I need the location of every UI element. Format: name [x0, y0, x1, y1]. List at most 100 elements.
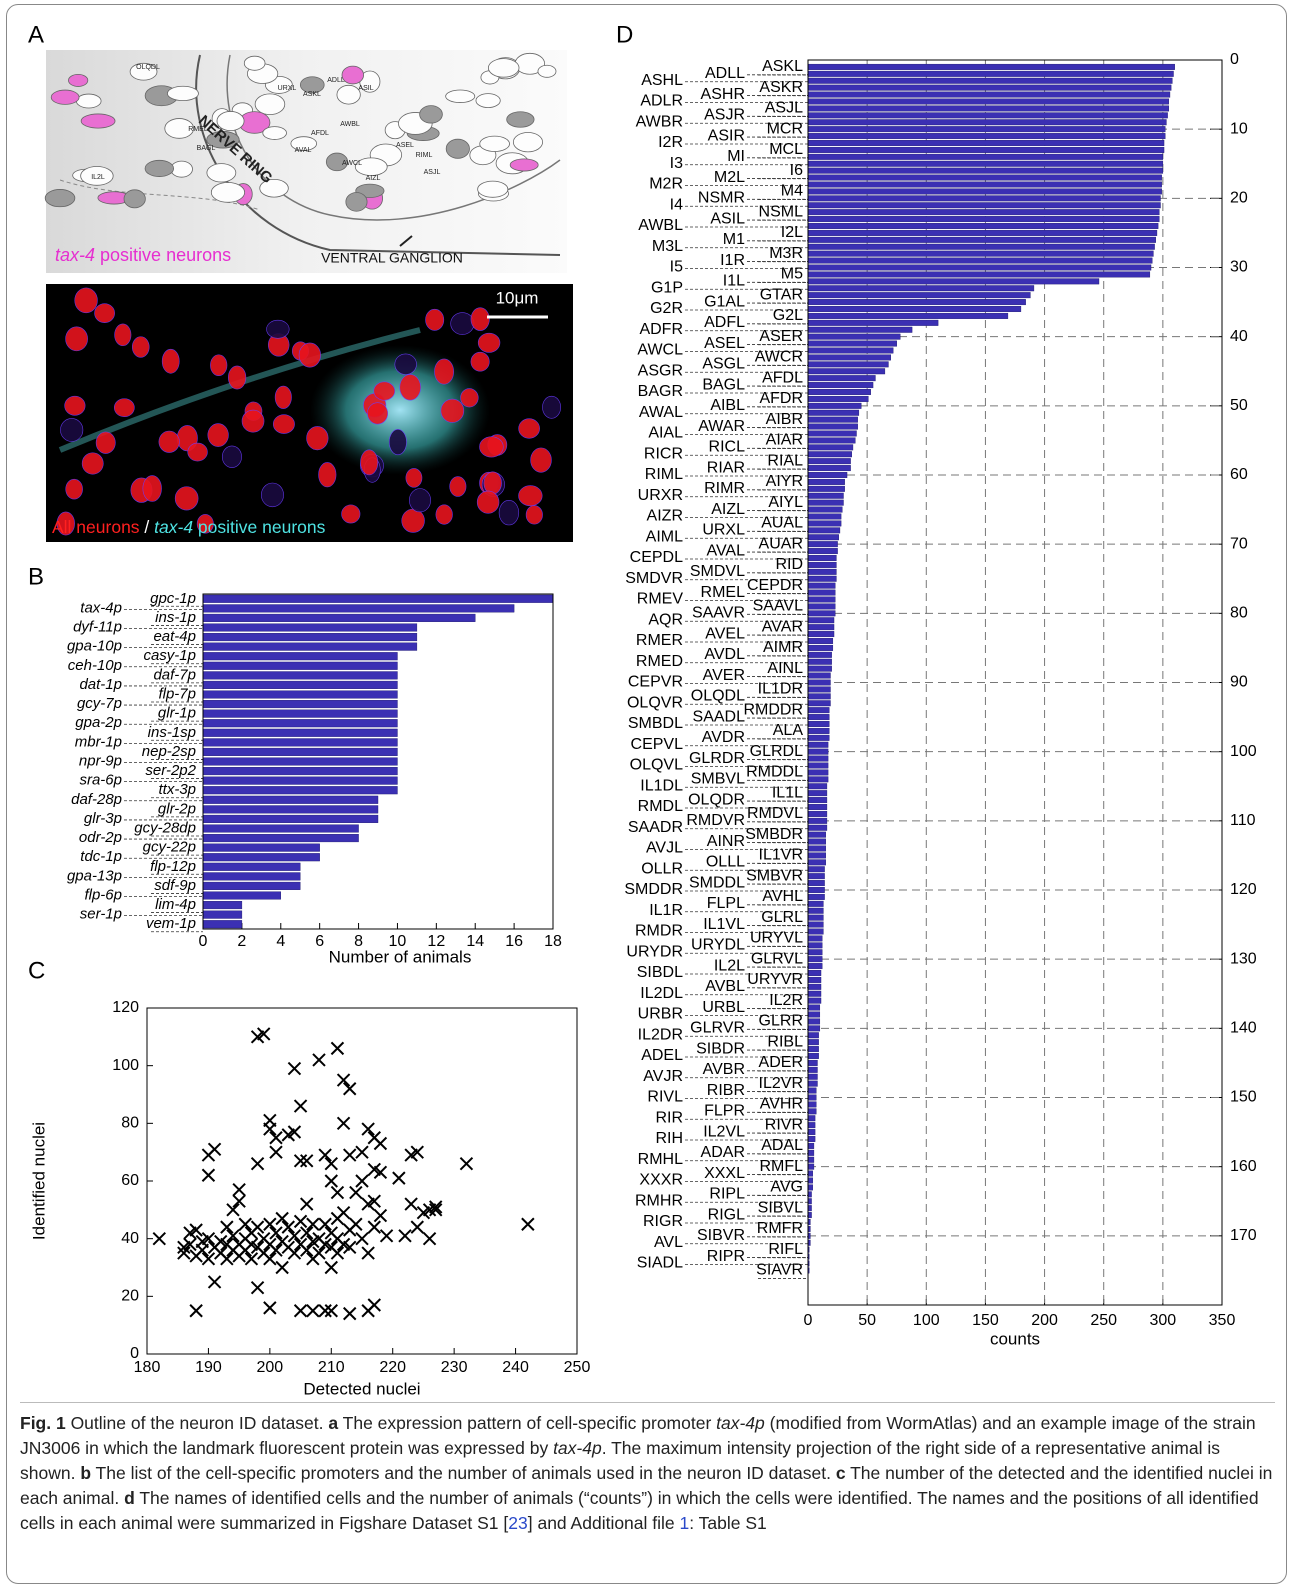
category-label: IL2VL: [703, 1123, 745, 1140]
nucleus: [60, 418, 84, 442]
category-label: AIML: [646, 528, 683, 545]
neuron-outline: [479, 135, 510, 152]
x-tick-label: 8: [354, 933, 363, 950]
bar: [807, 354, 892, 361]
bar: [807, 1053, 819, 1059]
outline: [59, 179, 261, 211]
category-label: AVBR: [703, 1061, 745, 1078]
category-label: OLQVL: [630, 757, 683, 774]
nucleus: [56, 511, 75, 536]
neuron-label: BAGL: [197, 145, 216, 152]
category-label: RMDL: [638, 798, 683, 815]
data-point: [269, 1145, 283, 1159]
caption-sep: /: [140, 517, 155, 537]
bar: [807, 492, 844, 499]
category-label: RIMR: [704, 480, 745, 497]
bar: [807, 382, 874, 389]
bar: [807, 1059, 818, 1066]
plot-frame: [202, 593, 554, 930]
category-label: SMDDL: [689, 874, 745, 891]
bar: [807, 589, 836, 596]
bar: [807, 1212, 812, 1219]
neuron-outline: [170, 160, 193, 178]
bar: [807, 568, 837, 575]
bar: [807, 1080, 818, 1087]
caption-panel: c: [835, 1463, 846, 1483]
bar: [807, 105, 1169, 112]
micrograph-nuclei: [56, 287, 562, 536]
nucleus: [394, 353, 417, 375]
citation-link[interactable]: 23: [508, 1513, 528, 1533]
category-label: ASIR: [708, 127, 745, 144]
x-tick-label: 4: [276, 933, 285, 950]
bar: [807, 389, 871, 395]
category-label: RIVL: [647, 1089, 683, 1106]
nucleus: [306, 426, 329, 451]
nucleus: [450, 312, 475, 335]
category-label: IL2DL: [640, 985, 683, 1002]
bar: [807, 319, 939, 326]
bar: [807, 541, 838, 548]
category-label: sra-6p: [79, 772, 122, 789]
category-label: AVG: [770, 1179, 803, 1196]
category-label: SIBVR: [697, 1227, 745, 1244]
neuron-outline: [262, 126, 287, 140]
nucleus: [174, 486, 199, 511]
bar: [807, 250, 1154, 257]
nucleus: [114, 398, 135, 418]
bar: [807, 721, 830, 727]
neuron-label: AVAL: [295, 147, 312, 154]
category-label: gcy-28dp: [134, 819, 196, 836]
neuron-outline: [336, 84, 361, 105]
bar: [202, 843, 320, 852]
category-label: IL2R: [769, 992, 803, 1009]
category-label: AFDL: [762, 369, 803, 386]
category-label: GTAR: [760, 286, 803, 303]
panel-letter: C: [28, 957, 45, 984]
category-label: SAAVR: [692, 605, 745, 622]
bar: [807, 658, 832, 665]
bar: [807, 907, 824, 914]
y-tick-label: 100: [112, 1057, 139, 1074]
category-label: ASGR: [638, 362, 683, 379]
bar: [807, 956, 823, 963]
bar: [807, 817, 828, 824]
category-label: G2R: [650, 300, 683, 317]
category-label: gpa-13p: [67, 867, 122, 884]
category-label: RMFR: [757, 1220, 803, 1237]
data-point: [189, 1223, 203, 1237]
category-label: M5: [781, 266, 803, 283]
bar: [807, 181, 1162, 188]
category-label: URBL: [702, 999, 745, 1016]
caption-gene: tax-4p: [553, 1438, 602, 1458]
category-label: AVBL: [705, 978, 745, 995]
y-tick-label: 120: [112, 999, 139, 1016]
bar: [807, 928, 824, 935]
category-label: AVDL: [704, 646, 745, 663]
data-point: [422, 1231, 437, 1246]
bar: [807, 423, 858, 430]
scale-bar-label: 10μm: [496, 288, 539, 307]
category-label: vem-1p: [146, 915, 196, 932]
file-link[interactable]: 1: [679, 1513, 690, 1533]
caption-text: positive neurons: [95, 245, 231, 265]
bar: [807, 1011, 821, 1018]
bar: [807, 229, 1158, 236]
nucleus: [261, 482, 284, 508]
bar: [807, 292, 1031, 299]
caption-text: ] and Additional file: [527, 1513, 680, 1533]
neuron-label: ASJL: [424, 169, 441, 176]
data-point: [226, 1229, 240, 1243]
y-tick-label: 140: [1230, 1020, 1257, 1037]
neuron-label: IL2L: [91, 174, 105, 181]
data-point: [152, 1231, 166, 1246]
category-label: SMDVR: [625, 570, 683, 587]
neuron-label: AWCL: [342, 160, 362, 167]
data-point: [336, 1073, 351, 1087]
neuron-outline: [80, 166, 114, 186]
data-point: [293, 1154, 308, 1168]
neuron-outline: [144, 159, 175, 177]
category-label: AIZR: [647, 508, 683, 525]
bar: [807, 838, 826, 845]
category-label: M2L: [714, 169, 745, 186]
